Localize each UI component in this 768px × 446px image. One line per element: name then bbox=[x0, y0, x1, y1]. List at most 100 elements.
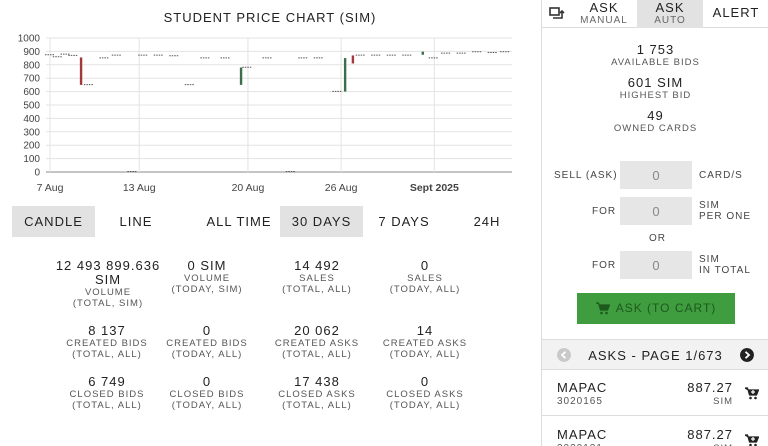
y-tick-label: 200 bbox=[23, 141, 40, 152]
tab-ask-manual-bottom: MANUAL bbox=[580, 15, 628, 26]
per-one-unit-line1: SIM bbox=[699, 200, 720, 211]
stat-value: 20 062 bbox=[294, 323, 340, 338]
y-tick-label: 0 bbox=[34, 168, 40, 179]
y-tick-label: 500 bbox=[23, 101, 40, 112]
total-unit: SIM IN TOTAL bbox=[699, 254, 751, 276]
stat-label: CLOSED ASKS bbox=[278, 389, 356, 400]
total-unit-line1: SIM bbox=[699, 254, 720, 265]
stat-item: 14 CREATED ASKS (TODAY, ALL) bbox=[360, 324, 490, 361]
candle bbox=[239, 67, 243, 85]
tab-alert-label: ALERT bbox=[712, 5, 760, 20]
tab-ask-manual[interactable]: ASK MANUAL bbox=[571, 0, 637, 28]
stat-value: 12 493 899.636 SIM bbox=[55, 258, 161, 287]
tab-ask-auto-bottom: AUTO bbox=[654, 15, 686, 26]
price-total-input[interactable] bbox=[620, 251, 692, 279]
swap-card-icon bbox=[548, 7, 565, 19]
stat-item: 8 137 CREATED BIDS (TOTAL, ALL) bbox=[42, 323, 172, 361]
stat-item: 6 749 CLOSED BIDS (TOTAL, ALL) bbox=[42, 374, 172, 412]
stat-label: CLOSED BIDS bbox=[69, 389, 145, 400]
stat-item: 20 062 CREATED ASKS (TOTAL, ALL) bbox=[252, 323, 382, 361]
stat-sublabel: (TOTAL, ALL) bbox=[282, 284, 352, 295]
next-page-icon[interactable] bbox=[740, 348, 754, 362]
cart-icon bbox=[595, 302, 610, 315]
add-to-cart-icon[interactable] bbox=[745, 387, 759, 400]
range-7-days[interactable]: 7 DAYS bbox=[378, 214, 430, 229]
tab-ask-auto[interactable]: ASK AUTO bbox=[637, 0, 703, 28]
range-24h[interactable]: 24H bbox=[473, 214, 501, 229]
stat-sublabel: (TOTAL, ALL) bbox=[282, 400, 352, 411]
highest-bid-label: HIGHEST BID bbox=[619, 90, 692, 101]
y-tick-label: 400 bbox=[23, 114, 40, 125]
chart-title: STUDENT PRICE CHART (SIM) bbox=[163, 10, 377, 25]
x-tick-label: 26 Aug bbox=[325, 182, 358, 194]
stat-value: 6 749 bbox=[88, 374, 126, 389]
y-tick-label: 100 bbox=[23, 154, 40, 165]
available-bids-label: AVAILABLE BIDS bbox=[611, 57, 700, 68]
stat-label: VOLUME bbox=[84, 287, 132, 298]
ask-card-name: MAPAC bbox=[557, 380, 608, 395]
x-tick-label: 7 Aug bbox=[37, 182, 64, 194]
stat-sublabel: (TODAY, ALL) bbox=[389, 284, 461, 295]
stat-sublabel: (TOTAL, ALL) bbox=[72, 400, 142, 411]
add-to-cart-icon[interactable] bbox=[745, 434, 759, 446]
stat-value: 8 137 bbox=[88, 323, 126, 338]
available-bids: 1 753 AVAILABLE BIDS bbox=[542, 43, 768, 69]
ask-row[interactable]: MAPAC 3020165 887.27 SIM bbox=[542, 370, 768, 416]
stat-value: 0 bbox=[202, 323, 212, 338]
candle bbox=[421, 51, 424, 55]
per-one-unit-line2: PER ONE bbox=[699, 211, 752, 222]
owned-cards-value: 49 bbox=[647, 108, 664, 123]
stat-value: 14 492 bbox=[294, 258, 340, 273]
for-total-label: FOR bbox=[592, 260, 617, 271]
stat-label: CLOSED BIDS bbox=[169, 389, 245, 400]
line-toggle[interactable]: LINE bbox=[119, 214, 153, 229]
owned-cards: 49 OWNED CARDS bbox=[542, 108, 768, 135]
candle bbox=[79, 57, 83, 85]
ask-to-cart-button[interactable]: ASK (TO CART) bbox=[577, 293, 735, 324]
y-tick-label: 300 bbox=[23, 127, 40, 138]
owned-cards-label: OWNED CARDS bbox=[613, 123, 698, 134]
price-per-one-input[interactable] bbox=[620, 197, 692, 225]
tab-ask-manual-top: ASK bbox=[589, 0, 619, 15]
stat-sublabel: (TODAY, ALL) bbox=[389, 349, 461, 360]
stat-item: 12 493 899.636 SIM VOLUME (TOTAL, SIM) bbox=[50, 258, 166, 310]
stat-value: 17 438 bbox=[294, 374, 340, 389]
candle bbox=[343, 58, 347, 92]
asks-list-header: ASKS - PAGE 1/673 bbox=[542, 339, 768, 370]
chart-panel: STUDENT PRICE CHART (SIM) 1000 900 800 700 6… bbox=[12, 10, 512, 412]
tab-ask-auto-top: ASK bbox=[655, 0, 685, 15]
asks-page-title: ASKS - PAGE 1/673 bbox=[588, 348, 723, 363]
stat-sublabel: (TODAY, ALL) bbox=[171, 400, 243, 411]
sell-label: SELL (ASK) bbox=[554, 170, 618, 181]
tab-alert[interactable]: ALERT bbox=[703, 0, 768, 28]
x-tick-label: 13 Aug bbox=[123, 182, 156, 194]
sell-unit: CARD/S bbox=[699, 170, 743, 181]
y-tick-label: 600 bbox=[23, 87, 40, 98]
range-30-days[interactable]: 30 DAYS bbox=[280, 206, 363, 237]
stat-item: 14 492 SALES (TOTAL, ALL) bbox=[252, 258, 382, 296]
y-tick-label: 900 bbox=[23, 47, 40, 58]
ask-currency: SIM bbox=[713, 396, 733, 407]
range-all-time[interactable]: ALL TIME bbox=[206, 214, 272, 229]
highest-bid: 601 SIM HIGHEST BID bbox=[542, 76, 768, 102]
stat-item: 0 CREATED BIDS (TODAY, ALL) bbox=[142, 323, 272, 361]
stat-item: 0 CLOSED ASKS (TODAY, ALL) bbox=[360, 374, 490, 412]
trade-panel: ASK MANUAL ASK AUTO ALERT 1 753 AVAILABL… bbox=[541, 0, 768, 446]
stat-sublabel: (TODAY, ALL) bbox=[389, 400, 461, 411]
candle-toggle[interactable]: CANDLE bbox=[12, 206, 95, 237]
stat-item: 17 438 CLOSED ASKS (TOTAL, ALL) bbox=[252, 374, 382, 412]
x-tick-label: Sept 2025 bbox=[410, 182, 459, 194]
stat-value: 0 SIM bbox=[187, 258, 227, 273]
sell-quantity-input[interactable] bbox=[620, 161, 692, 189]
stat-label: CREATED BIDS bbox=[66, 338, 148, 349]
stat-label: SALES bbox=[407, 273, 443, 284]
stat-value: 0 bbox=[420, 374, 430, 389]
stat-label: CREATED ASKS bbox=[382, 338, 468, 349]
prev-page-icon[interactable] bbox=[557, 348, 571, 362]
tab-switch[interactable] bbox=[542, 0, 571, 28]
x-tick-label: 20 Aug bbox=[232, 182, 265, 194]
ask-currency: SIM bbox=[713, 443, 733, 446]
ask-price: 887.27 bbox=[687, 427, 733, 442]
